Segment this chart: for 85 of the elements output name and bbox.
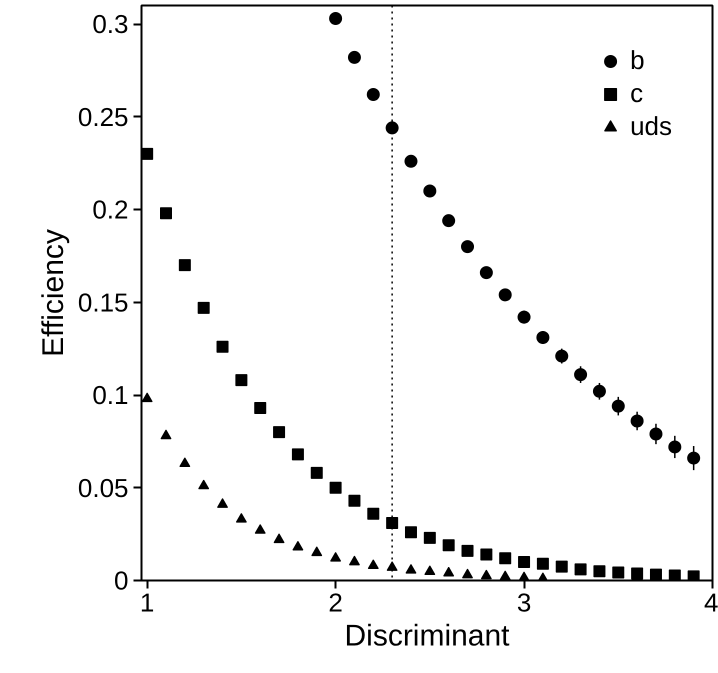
point xyxy=(423,184,436,198)
point xyxy=(254,524,266,534)
y-tick-label: 0 xyxy=(114,566,129,596)
point xyxy=(688,570,700,580)
point xyxy=(556,560,568,573)
point xyxy=(273,426,286,438)
point xyxy=(536,331,550,344)
point xyxy=(198,302,210,314)
y-tick-label: 0.25 xyxy=(78,102,129,132)
point xyxy=(668,569,681,580)
point xyxy=(198,480,210,490)
point xyxy=(348,494,360,507)
x-axis-title: Discriminant xyxy=(344,620,510,652)
point xyxy=(254,402,266,414)
point xyxy=(404,154,418,168)
legend-label: uds xyxy=(630,111,672,142)
y-tick-label: 0.1 xyxy=(92,380,129,410)
point xyxy=(386,561,398,571)
point xyxy=(687,452,700,465)
point xyxy=(178,259,191,272)
point xyxy=(142,148,154,160)
point xyxy=(592,384,606,398)
point xyxy=(593,565,606,578)
point xyxy=(536,558,549,570)
point xyxy=(443,566,454,576)
point xyxy=(630,414,644,428)
point xyxy=(367,508,380,520)
legend-label: b xyxy=(630,45,646,76)
y-tick-label: 0.2 xyxy=(92,194,129,225)
point xyxy=(348,556,360,566)
point xyxy=(310,466,323,479)
point xyxy=(631,567,644,580)
point xyxy=(574,563,587,576)
x-tick-label: 4 xyxy=(704,588,718,618)
point xyxy=(650,568,662,580)
legend-label: c xyxy=(630,78,644,109)
point xyxy=(329,12,342,25)
point xyxy=(292,448,304,460)
point xyxy=(330,482,342,494)
point xyxy=(499,552,512,564)
point xyxy=(480,266,493,280)
point xyxy=(461,240,474,254)
point xyxy=(330,552,342,562)
point xyxy=(366,88,380,102)
point xyxy=(404,526,417,538)
point xyxy=(386,517,398,529)
point xyxy=(574,368,588,382)
point xyxy=(160,207,172,220)
point xyxy=(348,50,361,64)
point xyxy=(555,350,568,363)
x-tick-label: 3 xyxy=(516,588,532,618)
point xyxy=(480,570,492,580)
y-tick-label: 0.05 xyxy=(78,472,129,503)
point xyxy=(498,288,512,302)
point xyxy=(442,539,455,552)
point xyxy=(179,457,190,468)
point xyxy=(142,392,153,402)
y-tick-label: 0.3 xyxy=(92,9,129,40)
point xyxy=(292,540,304,550)
point xyxy=(160,430,172,440)
x-tick-label: 1 xyxy=(140,588,154,618)
point xyxy=(462,568,474,578)
point xyxy=(386,121,399,134)
point xyxy=(405,564,416,574)
point xyxy=(311,546,322,556)
point xyxy=(217,498,228,508)
y-axis-title: Efficiency xyxy=(36,229,70,357)
x-tick-label: 2 xyxy=(328,588,343,618)
point xyxy=(235,374,248,386)
point xyxy=(424,532,436,544)
point xyxy=(518,556,530,568)
point xyxy=(424,565,436,575)
point xyxy=(274,533,285,544)
point xyxy=(462,544,474,557)
point xyxy=(649,427,662,440)
point xyxy=(518,310,531,324)
point xyxy=(668,440,682,454)
point xyxy=(236,513,247,523)
y-tick-label: 0.15 xyxy=(78,287,129,318)
point xyxy=(216,340,229,353)
point xyxy=(612,566,624,579)
point xyxy=(368,559,379,570)
point xyxy=(480,548,492,561)
point xyxy=(442,214,456,228)
point xyxy=(612,400,625,413)
